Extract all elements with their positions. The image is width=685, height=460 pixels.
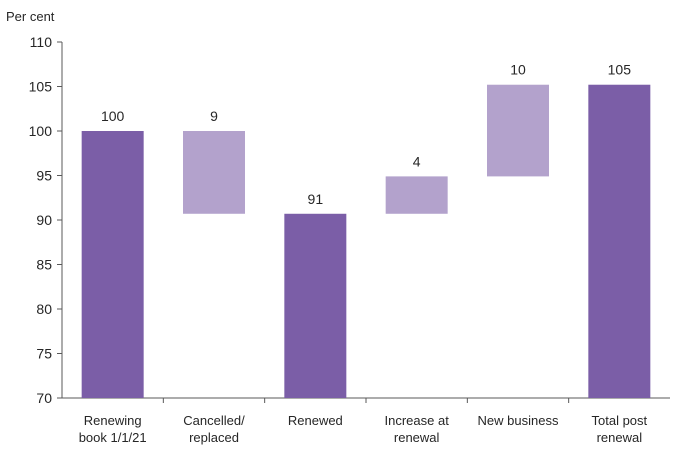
data-label-1: 100 (101, 108, 125, 124)
x-category-label-5: New business (478, 413, 559, 428)
x-category-label-line: Increase at (385, 413, 450, 428)
x-category-label-2: Cancelled/replaced (183, 413, 245, 445)
x-category-label-line: Renewing (84, 413, 142, 428)
x-category-label-1: Renewing book 1/1/21 (79, 413, 147, 445)
axes: 70 75 80 85 90 95 100 105 110 (29, 34, 670, 406)
x-category-label-line: Cancelled/ (183, 413, 245, 428)
y-tick-label: 105 (29, 79, 53, 95)
data-labels: 100 9 91 4 10 105 (101, 62, 631, 207)
x-axis-labels: Renewing book 1/1/21 Cancelled/replaced Ren… (79, 413, 648, 445)
bar-4 (385, 176, 448, 214)
data-label-6: 105 (608, 62, 632, 78)
y-tick-label: 85 (36, 257, 52, 273)
x-category-label-line: Total post (592, 413, 648, 428)
y-axis-title: Per cent (6, 9, 55, 24)
y-tick-label: 80 (36, 301, 52, 317)
x-category-label-line: replaced (189, 430, 239, 445)
x-category-label-line: Renewed (288, 413, 343, 428)
y-tick-label: 100 (29, 123, 53, 139)
x-category-label-line: book 1/1/21 (79, 430, 147, 445)
y-tick-label: 95 (36, 168, 52, 184)
bar-2 (183, 131, 245, 214)
bars (81, 84, 651, 398)
x-category-label-line: renewal (394, 430, 440, 445)
x-category-label-4: Increase at renewal (385, 413, 450, 445)
data-label-4: 4 (413, 153, 421, 169)
data-label-5: 10 (510, 62, 526, 78)
bar-1 (81, 131, 144, 398)
y-tick-label: 110 (30, 34, 53, 50)
x-category-label-6: Total post renewal (592, 413, 648, 445)
bar-6 (588, 84, 651, 398)
x-category-label-line: New business (478, 413, 559, 428)
bar-3 (284, 213, 347, 398)
data-label-2: 9 (210, 108, 218, 124)
bar-5 (487, 84, 549, 177)
x-category-label-3: Renewed (288, 413, 343, 428)
y-tick-label: 90 (36, 212, 52, 228)
y-tick-label: 75 (36, 346, 52, 362)
y-tick-label: 70 (36, 390, 52, 406)
x-category-label-line: renewal (597, 430, 643, 445)
data-label-3: 91 (308, 191, 324, 207)
